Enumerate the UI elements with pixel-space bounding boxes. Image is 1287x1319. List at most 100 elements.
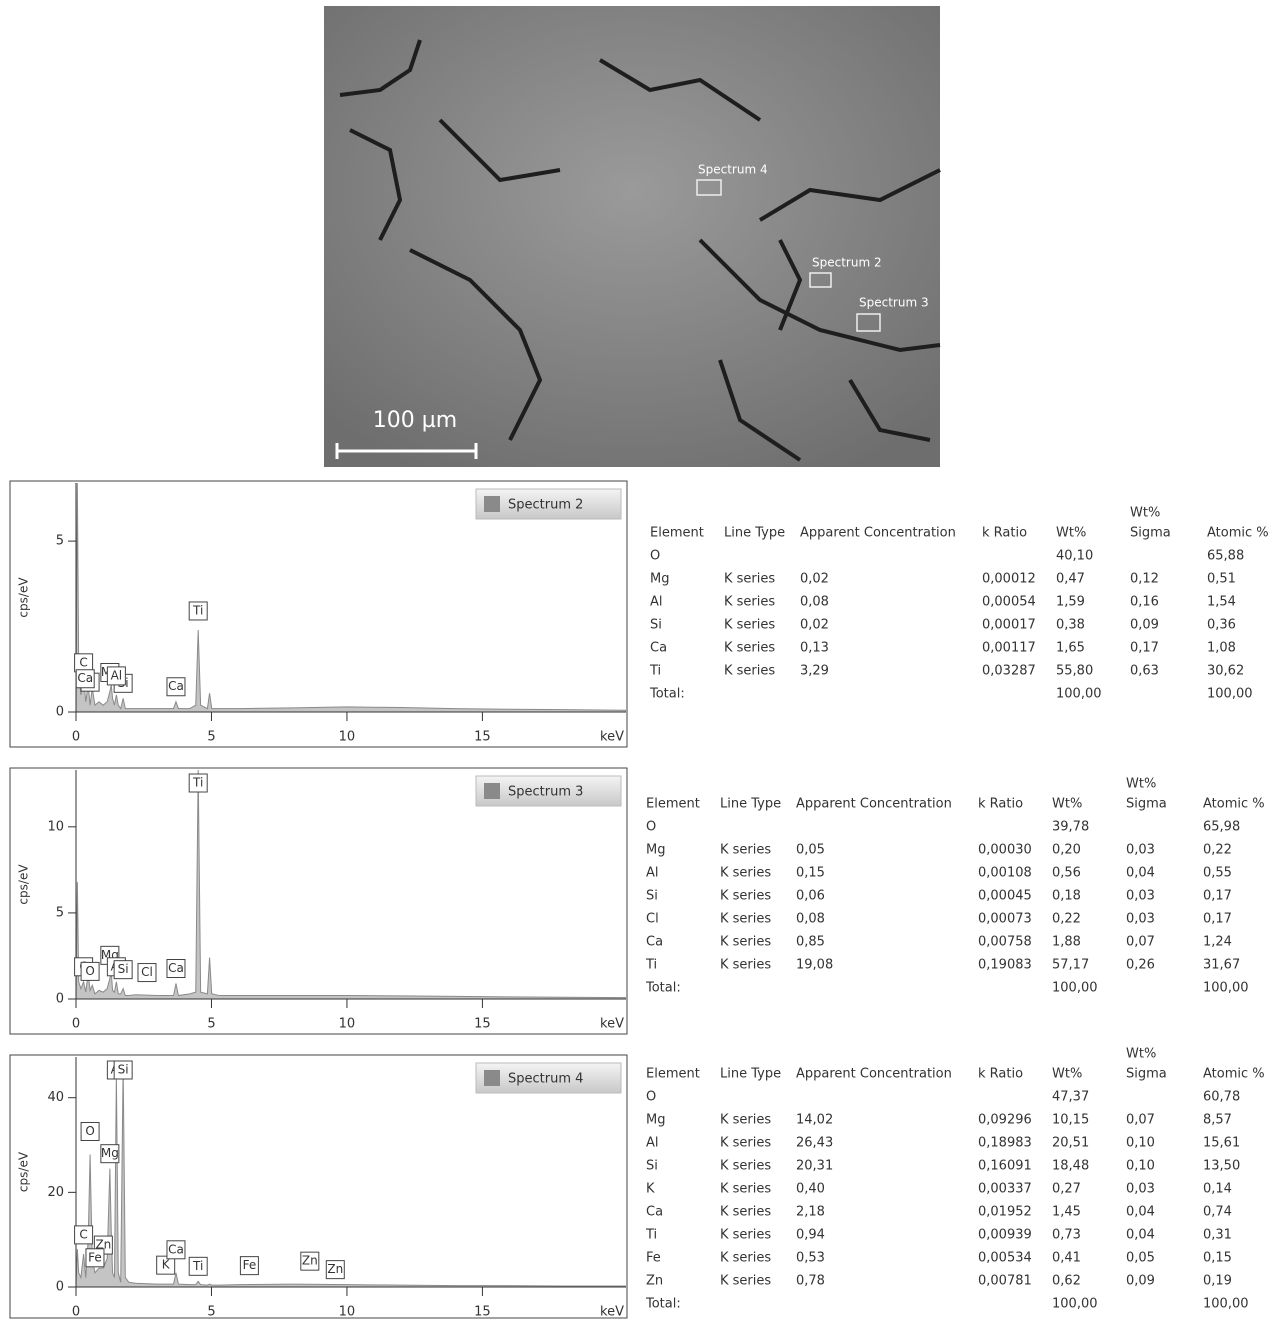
table-cell: 0,10 bbox=[1126, 1136, 1155, 1151]
table-header: Sigma bbox=[1126, 1067, 1167, 1082]
table-cell: 0,08 bbox=[800, 595, 829, 610]
table-cell: Al bbox=[646, 866, 659, 881]
peak-label-box bbox=[100, 1144, 120, 1164]
table-header: k Ratio bbox=[978, 1067, 1023, 1082]
table-cell: Total: bbox=[645, 1297, 681, 1312]
y-axis-label: cps/eV bbox=[17, 577, 31, 618]
peak-label: Si bbox=[118, 962, 129, 976]
peak-label-box bbox=[300, 1251, 320, 1271]
table-cell: 15,61 bbox=[1203, 1136, 1240, 1151]
table-header: k Ratio bbox=[978, 797, 1023, 812]
spectrum-box bbox=[856, 313, 881, 332]
spectrum-area bbox=[76, 1064, 626, 1288]
table-cell: 0,62 bbox=[1052, 1274, 1081, 1289]
table-cell: 0,63 bbox=[1130, 664, 1159, 679]
spectrum-label: Spectrum 4 bbox=[698, 163, 768, 177]
scale-label: 100 µm bbox=[373, 408, 457, 433]
table-cell: 0,00108 bbox=[978, 866, 1032, 881]
table-cell: O bbox=[646, 820, 656, 835]
peak-label: Ca bbox=[168, 1242, 184, 1256]
table-cell: 55,80 bbox=[1056, 664, 1093, 679]
table-header: Apparent Concentration bbox=[796, 797, 952, 812]
table-cell: Ca bbox=[646, 935, 663, 950]
table-cell: 18,48 bbox=[1052, 1159, 1089, 1174]
table-header: Wt% bbox=[1056, 526, 1086, 541]
table-cell: Mg bbox=[650, 572, 669, 587]
peak-label-box bbox=[188, 773, 208, 793]
table-cell: 0,03 bbox=[1126, 1182, 1155, 1197]
table-cell: Mg bbox=[646, 1113, 665, 1128]
table-cell: 0,56 bbox=[1052, 866, 1081, 881]
table-header: Wt% bbox=[1052, 1067, 1082, 1082]
table-cell: K series bbox=[720, 1251, 771, 1266]
table-cell: K series bbox=[724, 641, 775, 656]
legend-box bbox=[475, 775, 622, 807]
table-cell: 0,03 bbox=[1126, 889, 1155, 904]
peak-label-box bbox=[113, 1060, 133, 1080]
table-header: Sigma bbox=[1126, 797, 1167, 812]
table-header: Line Type bbox=[720, 797, 781, 812]
table-cell: 40,10 bbox=[1056, 549, 1093, 564]
table-cell: 0,17 bbox=[1203, 912, 1232, 927]
table-cell: 31,67 bbox=[1203, 958, 1240, 973]
table-cell: 1,54 bbox=[1207, 595, 1236, 610]
table-cell: K series bbox=[720, 1205, 771, 1220]
peak-label: O bbox=[85, 964, 94, 978]
table-cell: Total: bbox=[645, 981, 681, 996]
x-tick-label: 0 bbox=[72, 1017, 80, 1032]
sem-image: Spectrum 4 Spectrum 2 Spectrum 3 100 µm bbox=[324, 6, 941, 467]
table-cell: 0,17 bbox=[1203, 889, 1232, 904]
peak-label-box bbox=[80, 961, 100, 981]
peak-label: Ca bbox=[168, 679, 184, 693]
spectrum-area bbox=[76, 770, 626, 1000]
cracks bbox=[339, 39, 941, 462]
table-cell: 100,00 bbox=[1203, 981, 1249, 996]
table-cell: 0,06 bbox=[796, 889, 825, 904]
table-cell: 0,03287 bbox=[982, 664, 1036, 679]
peak-label: Zn bbox=[327, 1262, 343, 1276]
x-axis-label: keV bbox=[600, 730, 624, 745]
table-cell: 20,31 bbox=[796, 1159, 833, 1174]
table-cell: 0,00758 bbox=[978, 935, 1032, 950]
table-header: Line Type bbox=[724, 526, 785, 541]
table-cell: 0,53 bbox=[796, 1251, 825, 1266]
table-cell: Ca bbox=[650, 641, 667, 656]
peak-label-box bbox=[239, 1256, 259, 1276]
table-cell: 0,00337 bbox=[978, 1182, 1032, 1197]
table-cell: 60,78 bbox=[1203, 1090, 1240, 1105]
peak-label: K bbox=[162, 1258, 171, 1272]
y-axis-label: cps/eV bbox=[17, 1151, 31, 1192]
table-cell: 0,16091 bbox=[978, 1159, 1032, 1174]
table-cell: 65,88 bbox=[1207, 549, 1244, 564]
table-cell: K series bbox=[724, 572, 775, 587]
y-tick-label: 10 bbox=[47, 819, 64, 834]
peak-label: Fe bbox=[88, 1250, 102, 1264]
peak-label-box bbox=[106, 666, 126, 686]
table-cell: 0,09 bbox=[1126, 1274, 1155, 1289]
table-cell: K series bbox=[720, 889, 771, 904]
table-cell: 57,17 bbox=[1052, 958, 1089, 973]
table-cell: 1,45 bbox=[1052, 1205, 1081, 1220]
legend-swatch bbox=[484, 1070, 500, 1086]
table-cell: 0,19 bbox=[1203, 1274, 1232, 1289]
table-cell: 0,12 bbox=[1130, 572, 1159, 587]
peak-label-box bbox=[188, 601, 208, 621]
table-header: Atomic % bbox=[1203, 1067, 1265, 1082]
table-cell: 0,22 bbox=[1203, 843, 1232, 858]
table-cell: 0,19083 bbox=[978, 958, 1032, 973]
table-cell: 8,57 bbox=[1203, 1113, 1232, 1128]
table-cell: Ca bbox=[646, 1205, 663, 1220]
table-cell: 0,15 bbox=[1203, 1251, 1232, 1266]
table-header: Element bbox=[650, 526, 704, 541]
table-cell: 10,15 bbox=[1052, 1113, 1089, 1128]
legend-swatch bbox=[484, 496, 500, 512]
x-tick-label: 10 bbox=[339, 1305, 356, 1319]
table-cell: 47,37 bbox=[1052, 1090, 1089, 1105]
table-cell: 0,04 bbox=[1126, 1228, 1155, 1243]
table-header: Wt% bbox=[1130, 506, 1160, 521]
table-cell: 0,00781 bbox=[978, 1274, 1032, 1289]
table-cell: 0,00054 bbox=[982, 595, 1036, 610]
table-cell: Ti bbox=[645, 1228, 657, 1243]
table-cell: Al bbox=[650, 595, 663, 610]
x-tick-label: 5 bbox=[207, 1017, 215, 1032]
